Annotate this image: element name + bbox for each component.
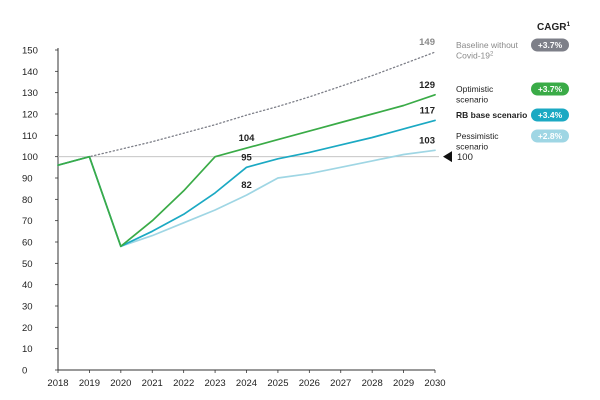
x-tick-label: 2019 [79,378,100,389]
end-value-baseline: 149 [419,37,435,48]
series-name-sup: 2 [490,52,494,58]
y-tick-label: 20 [22,323,33,334]
y-tick-label: 130 [22,88,38,99]
y-tick-label: 150 [22,46,38,57]
series-name-baseline: Baseline without [456,40,519,50]
y-tick-label: 70 [22,216,33,227]
lines-layer [57,51,436,248]
x-tick-label: 2021 [142,378,163,389]
series-name-rb-base: RB base scenario [456,110,527,120]
end-value-optimistic: 129 [419,80,435,91]
end-value-pessimistic: 103 [419,135,435,146]
series-name-baseline: Covid-192 [456,51,494,61]
x-tick-label: 2024 [236,378,257,389]
x-tick-label: 2020 [110,378,131,389]
series-line-pessimistic [119,149,436,248]
x-tick-label: 2029 [393,378,414,389]
x-tick-label: 2025 [267,378,288,389]
reference-label: 100 [457,152,473,163]
y-tick-label: 30 [22,302,33,313]
series-name-optimistic: scenario [456,95,488,105]
cagr-badge-text-rb-base: +3.4% [538,110,563,120]
y-tick-label: 110 [22,131,37,142]
data-label-pessimistic: 82 [241,180,252,191]
cagr-header-sup: 1 [566,21,570,28]
cagr-badge-text-baseline: +3.7% [538,40,563,50]
y-tick-label: 80 [22,195,33,206]
x-tick-label: 2028 [362,378,383,389]
x-tick-label: 2030 [424,378,445,389]
cagr-badge-optimistic [531,82,569,96]
y-tick-label: 100 [22,152,38,163]
grid-layer: 0102030405060708090100110120130140150201… [22,46,473,390]
x-tick-label: 2026 [299,378,320,389]
series-line-baseline [57,51,436,166]
y-tick-label: 50 [22,259,33,270]
x-tick-label: 2022 [173,378,194,389]
x-tick-label: 2018 [47,378,68,389]
y-tick-label: 140 [22,67,38,78]
series-name-pessimistic: scenario [456,142,488,152]
cagr-badge-text-optimistic: +3.7% [538,84,563,94]
y-tick-label: 40 [22,280,33,291]
cagr-badge-rb-base [531,108,569,122]
series-line-optimistic [57,93,436,248]
data-label-optimistic: 104 [239,133,256,144]
cagr-header: CAGR1 [537,21,570,33]
x-tick-label: 2023 [205,378,226,389]
cagr-badge-baseline [531,38,569,52]
y-tick-label: 120 [22,110,38,121]
labels-layer: 104 95 82 149 129 117 103 CAGR1 Baseline without… [239,21,571,191]
y-tick-label: 90 [22,174,33,185]
series-name-optimistic: Optimistic [456,84,494,94]
data-label-rb-base: 95 [241,152,252,163]
y-tick-label: 10 [22,344,33,355]
x-tick-label: 2027 [330,378,351,389]
cagr-badge-pessimistic [531,129,569,143]
end-value-rb-base: 117 [420,105,435,116]
reference-marker [443,151,452,163]
y-tick-label: 0 [22,366,27,377]
cagr-badge-text-pessimistic: +2.8% [538,131,563,141]
y-tick-label: 60 [22,238,33,249]
series-name-pessimistic: Pessimistic [456,131,499,141]
